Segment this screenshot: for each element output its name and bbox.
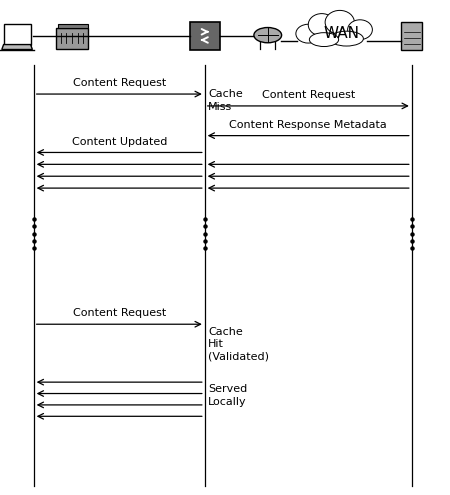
FancyBboxPatch shape	[401, 22, 422, 50]
Ellipse shape	[325, 10, 355, 34]
Text: Content Request: Content Request	[72, 78, 166, 88]
Text: Cache
Hit
(Validated): Cache Hit (Validated)	[208, 327, 269, 361]
Ellipse shape	[347, 20, 373, 40]
Text: Content Updated: Content Updated	[72, 137, 167, 147]
Ellipse shape	[308, 13, 335, 36]
FancyBboxPatch shape	[58, 24, 88, 28]
Ellipse shape	[254, 28, 282, 43]
Text: Cache
Miss: Cache Miss	[208, 89, 243, 111]
FancyBboxPatch shape	[56, 28, 88, 49]
Ellipse shape	[296, 24, 320, 43]
Text: Content Request: Content Request	[72, 308, 166, 318]
Text: Content Request: Content Request	[261, 90, 355, 100]
FancyBboxPatch shape	[190, 22, 220, 50]
Text: Content Response Metadata: Content Response Metadata	[230, 120, 387, 130]
Text: WAN: WAN	[324, 26, 360, 41]
Polygon shape	[2, 45, 32, 50]
Ellipse shape	[310, 33, 338, 47]
Ellipse shape	[329, 31, 364, 46]
Text: Served
Locally: Served Locally	[208, 384, 247, 406]
FancyBboxPatch shape	[4, 24, 31, 45]
